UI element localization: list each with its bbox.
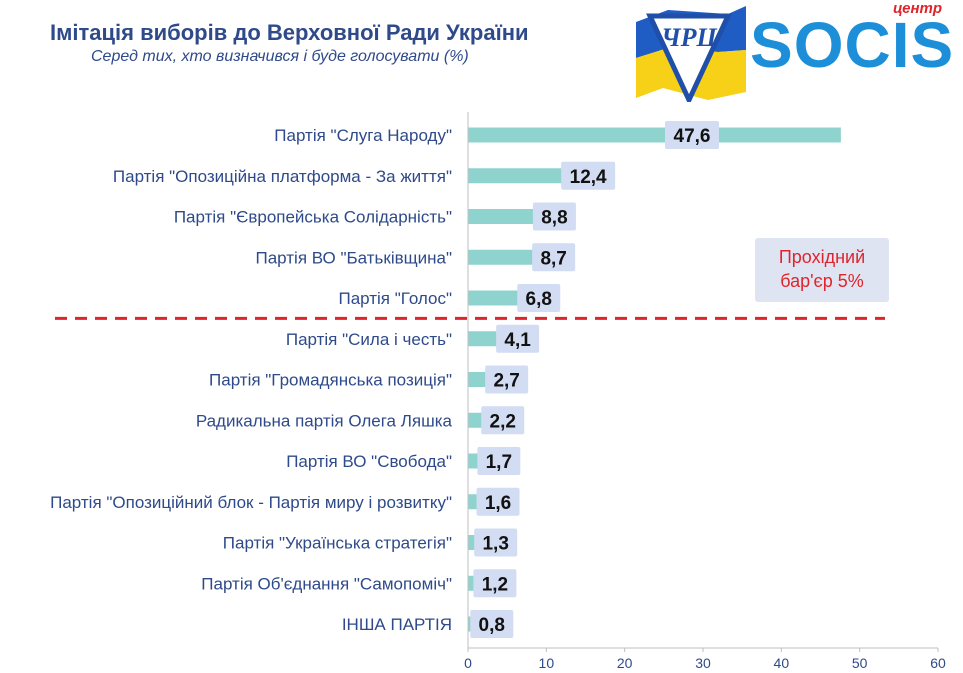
x-tick-label: 20 [617, 655, 633, 671]
data-label: 8,8 [541, 208, 567, 229]
data-label-bg [496, 324, 540, 353]
data-label-bg [665, 121, 719, 149]
data-label-bg [485, 365, 529, 394]
bar [468, 168, 566, 184]
x-tick-label: 0 [464, 655, 472, 671]
bar [468, 412, 486, 428]
bar [468, 372, 490, 387]
category-label: Партія "Громадянська позиція" [209, 371, 452, 390]
data-label: 8,7 [540, 248, 566, 269]
category-label: Партія "Українська стратегія" [223, 534, 452, 553]
annotation-line-2: бар'єр 5% [780, 271, 864, 291]
category-label: Партія ВО "Батьківщина" [256, 248, 453, 267]
data-label: 6,8 [526, 289, 552, 310]
data-label-bg [532, 202, 576, 231]
bar [468, 249, 537, 265]
category-label: Партія "Сила і честь" [286, 330, 452, 349]
category-label: Партія ВО "Свобода" [286, 452, 452, 471]
bar [468, 575, 478, 591]
category-label: Партія "Опозиційний блок - Партія миру і… [50, 493, 452, 512]
bar [468, 127, 841, 143]
category-label: Радикальна партія Олега Ляшка [196, 411, 453, 430]
emblem-text: ЧРЦ [661, 23, 717, 52]
category-label: Партія "Голос" [338, 289, 452, 308]
bar [468, 209, 537, 224]
category-label: Партія Об'єднання "Самопоміч" [201, 574, 452, 593]
bar [468, 290, 522, 306]
shield-icon [646, 13, 732, 102]
data-label-bg [476, 487, 520, 516]
data-label-bg [473, 569, 517, 598]
data-label: 4,1 [504, 330, 531, 351]
x-tick-label: 40 [774, 655, 790, 671]
x-tick-label: 10 [539, 655, 555, 671]
data-label: 1,6 [485, 493, 511, 514]
x-tick-label: 60 [930, 655, 946, 671]
data-label-bg [517, 284, 561, 312]
annotation-line-1: Прохідний [778, 247, 866, 267]
data-label-bg [532, 243, 576, 272]
category-label: Партія "Слуга Народу" [274, 126, 452, 145]
category-label: Партія "Опозиційна платформа - За життя" [113, 167, 452, 186]
data-label: 1,3 [482, 534, 508, 555]
passing-barrier-annotation: Прохідний бар'єр 5% [755, 238, 889, 302]
chart-subtitle: Серед тих, хто визначився і буде голосув… [91, 48, 469, 65]
chart-title: Імітація виборів до Верховної Ради Украї… [50, 20, 529, 45]
bar [468, 331, 501, 347]
category-label: Партія "Європейська Солідарність" [174, 208, 452, 227]
x-tick-label: 50 [852, 655, 868, 671]
data-label: 1,7 [486, 452, 512, 473]
data-label-bg [474, 528, 518, 557]
data-label: 12,4 [570, 167, 607, 188]
x-tick-label: 30 [695, 655, 711, 671]
brand-top-label: центр [893, 0, 943, 17]
data-label: 0,8 [479, 615, 505, 636]
data-label-bg [470, 610, 514, 638]
data-label: 1,2 [482, 574, 508, 595]
data-label: 2,7 [493, 371, 519, 392]
data-label-bg [477, 447, 521, 475]
data-label-bg [561, 161, 616, 190]
bar [468, 535, 479, 550]
chru-emblem-logo: ЧРЦ [636, 6, 746, 102]
data-label: 47,6 [674, 126, 711, 147]
socis-logo-text: SOCIS [750, 9, 955, 81]
category-label: ІНША ПАРТІЯ [342, 615, 452, 634]
data-label: 2,2 [490, 411, 516, 432]
data-label-bg [481, 406, 525, 435]
